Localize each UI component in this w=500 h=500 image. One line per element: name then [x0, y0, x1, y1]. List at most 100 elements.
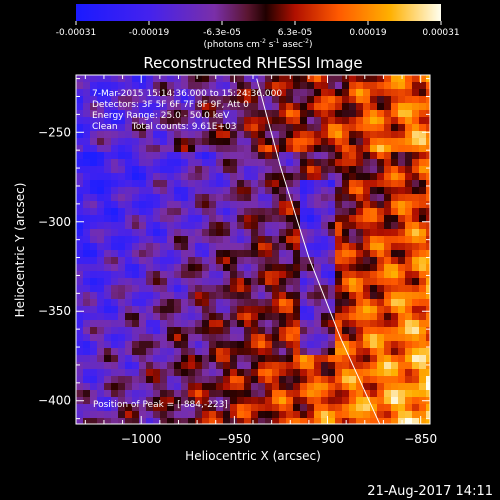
- heatmap-cell: [384, 404, 391, 411]
- heatmap-cell: [181, 138, 188, 145]
- heatmap-cell: [412, 306, 419, 313]
- heatmap-cell: [272, 131, 279, 138]
- heatmap-cell: [244, 250, 251, 257]
- heatmap-cell: [244, 166, 251, 173]
- heatmap-cell: [363, 348, 370, 355]
- heatmap-cell: [125, 376, 132, 383]
- heatmap-cell: [104, 299, 111, 306]
- heatmap-cell: [118, 208, 125, 215]
- heatmap-cell: [76, 152, 83, 159]
- heatmap-cell: [328, 250, 335, 257]
- heatmap-cell: [90, 103, 97, 110]
- heatmap-cell: [272, 243, 279, 250]
- heatmap-cell: [342, 397, 349, 404]
- heatmap-cell: [419, 208, 426, 215]
- heatmap-cell: [216, 320, 223, 327]
- heatmap-cell: [307, 96, 314, 103]
- heatmap-cell: [188, 306, 195, 313]
- heatmap-cell: [300, 306, 307, 313]
- heatmap-cell: [118, 180, 125, 187]
- heatmap-cell: [223, 96, 230, 103]
- heatmap-cell: [83, 236, 90, 243]
- heatmap-cell: [314, 201, 321, 208]
- heatmap-cell: [195, 376, 202, 383]
- heatmap-cell: [251, 334, 258, 341]
- heatmap-cell: [363, 404, 370, 411]
- heatmap-cell: [384, 117, 391, 124]
- heatmap-cell: [419, 215, 426, 222]
- heatmap-cell: [258, 208, 265, 215]
- heatmap-cell: [384, 215, 391, 222]
- heatmap-cell: [216, 362, 223, 369]
- heatmap-cell: [398, 187, 405, 194]
- heatmap-cell: [314, 341, 321, 348]
- heatmap-cell: [167, 327, 174, 334]
- heatmap-cell: [321, 152, 328, 159]
- heatmap-cell: [370, 404, 377, 411]
- heatmap-cell: [188, 103, 195, 110]
- heatmap-cell: [104, 257, 111, 264]
- heatmap-cell: [342, 299, 349, 306]
- heatmap-cell: [293, 138, 300, 145]
- heatmap-cell: [111, 180, 118, 187]
- heatmap-cell: [314, 152, 321, 159]
- heatmap-cell: [76, 110, 83, 117]
- heatmap-cell: [97, 215, 104, 222]
- heatmap-cell: [286, 306, 293, 313]
- heatmap-cell: [307, 390, 314, 397]
- heatmap-cell: [174, 355, 181, 362]
- heatmap-cell: [356, 271, 363, 278]
- heatmap-cell: [209, 320, 216, 327]
- heatmap-cell: [321, 404, 328, 411]
- heatmap-cell: [335, 152, 342, 159]
- heatmap-cell: [209, 187, 216, 194]
- heatmap-cell: [230, 404, 237, 411]
- heatmap-cell: [146, 250, 153, 257]
- heatmap-cell: [83, 222, 90, 229]
- heatmap-cell: [419, 131, 426, 138]
- heatmap-cell: [391, 278, 398, 285]
- heatmap-cell: [405, 222, 412, 229]
- heatmap-cell: [83, 306, 90, 313]
- heatmap-cell: [237, 117, 244, 124]
- heatmap-cell: [160, 222, 167, 229]
- heatmap-cell: [342, 257, 349, 264]
- heatmap-cell: [265, 334, 272, 341]
- heatmap-cell: [335, 229, 342, 236]
- heatmap-cell: [321, 299, 328, 306]
- heatmap-cell: [258, 201, 265, 208]
- heatmap-cell: [97, 404, 104, 411]
- heatmap-cell: [335, 411, 342, 418]
- heatmap-cell: [132, 180, 139, 187]
- heatmap-cell: [76, 103, 83, 110]
- heatmap-cell: [174, 376, 181, 383]
- heatmap-cell: [405, 313, 412, 320]
- heatmap-cell: [307, 75, 314, 82]
- heatmap-cell: [370, 89, 377, 96]
- heatmap-cell: [384, 152, 391, 159]
- heatmap-cell: [363, 103, 370, 110]
- heatmap-cell: [104, 355, 111, 362]
- heatmap-cell: [139, 131, 146, 138]
- heatmap-cell: [230, 117, 237, 124]
- heatmap-cell: [202, 187, 209, 194]
- heatmap-cell: [405, 278, 412, 285]
- heatmap-cell: [286, 89, 293, 96]
- heatmap-cell: [90, 110, 97, 117]
- heatmap-cell: [391, 180, 398, 187]
- heatmap-cell: [300, 383, 307, 390]
- heatmap-cell: [419, 257, 426, 264]
- heatmap-cell: [237, 348, 244, 355]
- heatmap-cell: [118, 264, 125, 271]
- heatmap-cell: [111, 278, 118, 285]
- heatmap-cell: [384, 82, 391, 89]
- heatmap-cell: [174, 75, 181, 82]
- heatmap-cell: [356, 187, 363, 194]
- heatmap-cell: [244, 145, 251, 152]
- x-tick-label: −950: [218, 432, 251, 446]
- heatmap-cell: [111, 348, 118, 355]
- heatmap-cell: [258, 222, 265, 229]
- heatmap-cell: [209, 376, 216, 383]
- heatmap-cell: [216, 110, 223, 117]
- heatmap-cell: [132, 390, 139, 397]
